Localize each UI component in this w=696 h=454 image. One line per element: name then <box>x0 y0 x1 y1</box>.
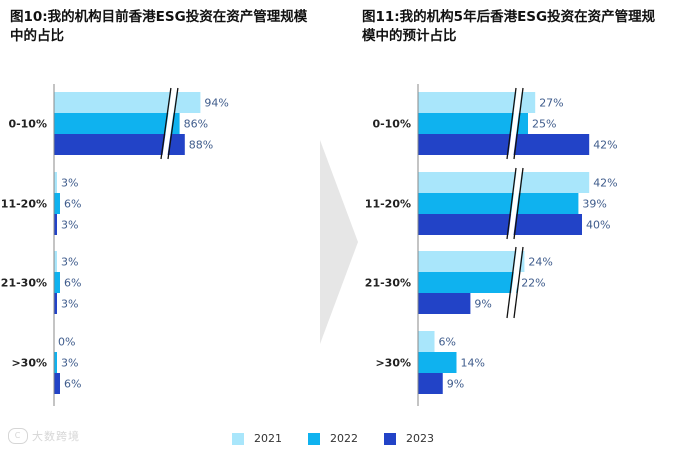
data-label-1-2-2023: 9% <box>474 298 491 311</box>
bar-0-0-2022 <box>54 113 180 134</box>
bar-0-0-2023 <box>54 134 185 155</box>
data-label-0-3-2023: 6% <box>64 378 81 391</box>
axis-break-gap-1-1 <box>508 168 522 239</box>
watermark-text: 大数跨境 <box>32 430 80 443</box>
data-label-0-1-2021: 3% <box>61 177 78 190</box>
legend-label-2023: 2023 <box>406 432 434 445</box>
bar-1-3-2023 <box>418 373 443 394</box>
data-label-1-1-2023: 40% <box>586 219 610 232</box>
axis-break-line-a-1-0 <box>506 87 517 160</box>
chart-title-right: 图11:我的机构5年后香港ESG投资在资产管理规 模中的预计占比 <box>362 9 656 44</box>
legend-item-2023: 2023 <box>384 432 434 445</box>
bar-0-0-2021 <box>54 92 201 113</box>
data-label-0-2-2023: 3% <box>61 298 78 311</box>
data-label-0-0-2022: 86% <box>184 118 208 131</box>
bar-1-2-2023 <box>418 293 471 314</box>
bar-1-1-2021 <box>418 172 590 193</box>
bar-1-0-2022 <box>418 113 528 134</box>
bar-1-2-2021 <box>418 251 525 272</box>
data-label-1-0-2022: 25% <box>532 118 556 131</box>
legend-swatch-2023 <box>384 432 396 445</box>
bar-0-2-2022 <box>54 272 60 293</box>
bar-0-1-2021 <box>54 172 57 193</box>
bar-0-3-2022 <box>54 352 57 373</box>
bar-1-2-2022 <box>418 272 518 293</box>
legend-item-2022: 2022 <box>308 432 358 445</box>
legend: 2021 2022 2023 <box>232 432 434 445</box>
axis-break-line-a-1-1 <box>506 167 517 240</box>
data-label-0-1-2023: 3% <box>61 219 78 232</box>
data-label-1-3-2022: 14% <box>461 357 485 370</box>
data-label-0-3-2021: 0% <box>58 336 75 349</box>
bar-0-2-2021 <box>54 251 57 272</box>
axis-break-gap-0-0 <box>162 88 177 159</box>
data-label-0-1-2022: 6% <box>64 198 81 211</box>
data-label-1-2-2022: 22% <box>521 277 545 290</box>
bar-0-1-2022 <box>54 193 60 214</box>
data-label-1-2-2021: 24% <box>528 256 552 269</box>
data-label-1-3-2021: 6% <box>439 336 456 349</box>
bar-0-1-2023 <box>54 214 57 235</box>
axis-break-line-a-1-2 <box>506 246 517 319</box>
bar-1-1-2022 <box>418 193 579 214</box>
axis-break-line-b-1-0 <box>513 87 524 160</box>
category-label-1-3: >30% <box>375 357 411 370</box>
category-label-1-0: 0-10% <box>372 118 411 131</box>
watermark-logo-icon: C <box>8 428 28 444</box>
data-label-0-2-2022: 6% <box>64 277 81 290</box>
data-label-1-1-2022: 39% <box>582 198 606 211</box>
bar-0-3-2023 <box>54 373 60 394</box>
axis-break-line-b-0-0 <box>167 87 179 160</box>
category-label-0-1: 11-20% <box>1 198 47 211</box>
data-label-0-0-2021: 94% <box>204 97 228 110</box>
bar-1-3-2021 <box>418 331 435 352</box>
axis-break-line-b-1-2 <box>513 246 524 319</box>
chart-title-left: 图10:我的机构目前香港ESG投资在资产管理规模 中的占比 <box>10 9 308 44</box>
category-label-0-2: 21-30% <box>1 277 47 290</box>
legend-item-2021: 2021 <box>232 432 282 445</box>
data-label-1-0-2021: 27% <box>539 97 563 110</box>
bar-1-3-2022 <box>418 352 457 373</box>
axis-break-gap-1-2 <box>508 247 522 318</box>
data-label-1-0-2023: 42% <box>593 139 617 152</box>
legend-swatch-2021 <box>232 432 244 445</box>
bar-0-2-2023 <box>54 293 57 314</box>
legend-swatch-2022 <box>308 432 320 445</box>
divider-arrow-icon <box>320 140 358 344</box>
axis-break-line-b-1-1 <box>513 167 524 240</box>
category-label-1-1: 11-20% <box>365 198 411 211</box>
axis-break-gap-1-0 <box>508 88 522 159</box>
category-label-0-0: 0-10% <box>8 118 47 131</box>
watermark: C 大数跨境 <box>8 428 80 444</box>
data-label-0-3-2022: 3% <box>61 357 78 370</box>
data-label-0-0-2023: 88% <box>189 139 213 152</box>
axis-break-line-a-0-0 <box>160 87 172 160</box>
data-label-1-1-2021: 42% <box>593 177 617 190</box>
bar-1-1-2023 <box>418 214 582 235</box>
legend-label-2022: 2022 <box>330 432 358 445</box>
category-label-0-3: >30% <box>11 357 47 370</box>
bar-1-0-2021 <box>418 92 536 113</box>
legend-label-2021: 2021 <box>254 432 282 445</box>
data-label-0-2-2021: 3% <box>61 256 78 269</box>
category-label-1-2: 21-30% <box>365 277 411 290</box>
bar-1-0-2023 <box>418 134 590 155</box>
data-label-1-3-2023: 9% <box>447 378 464 391</box>
